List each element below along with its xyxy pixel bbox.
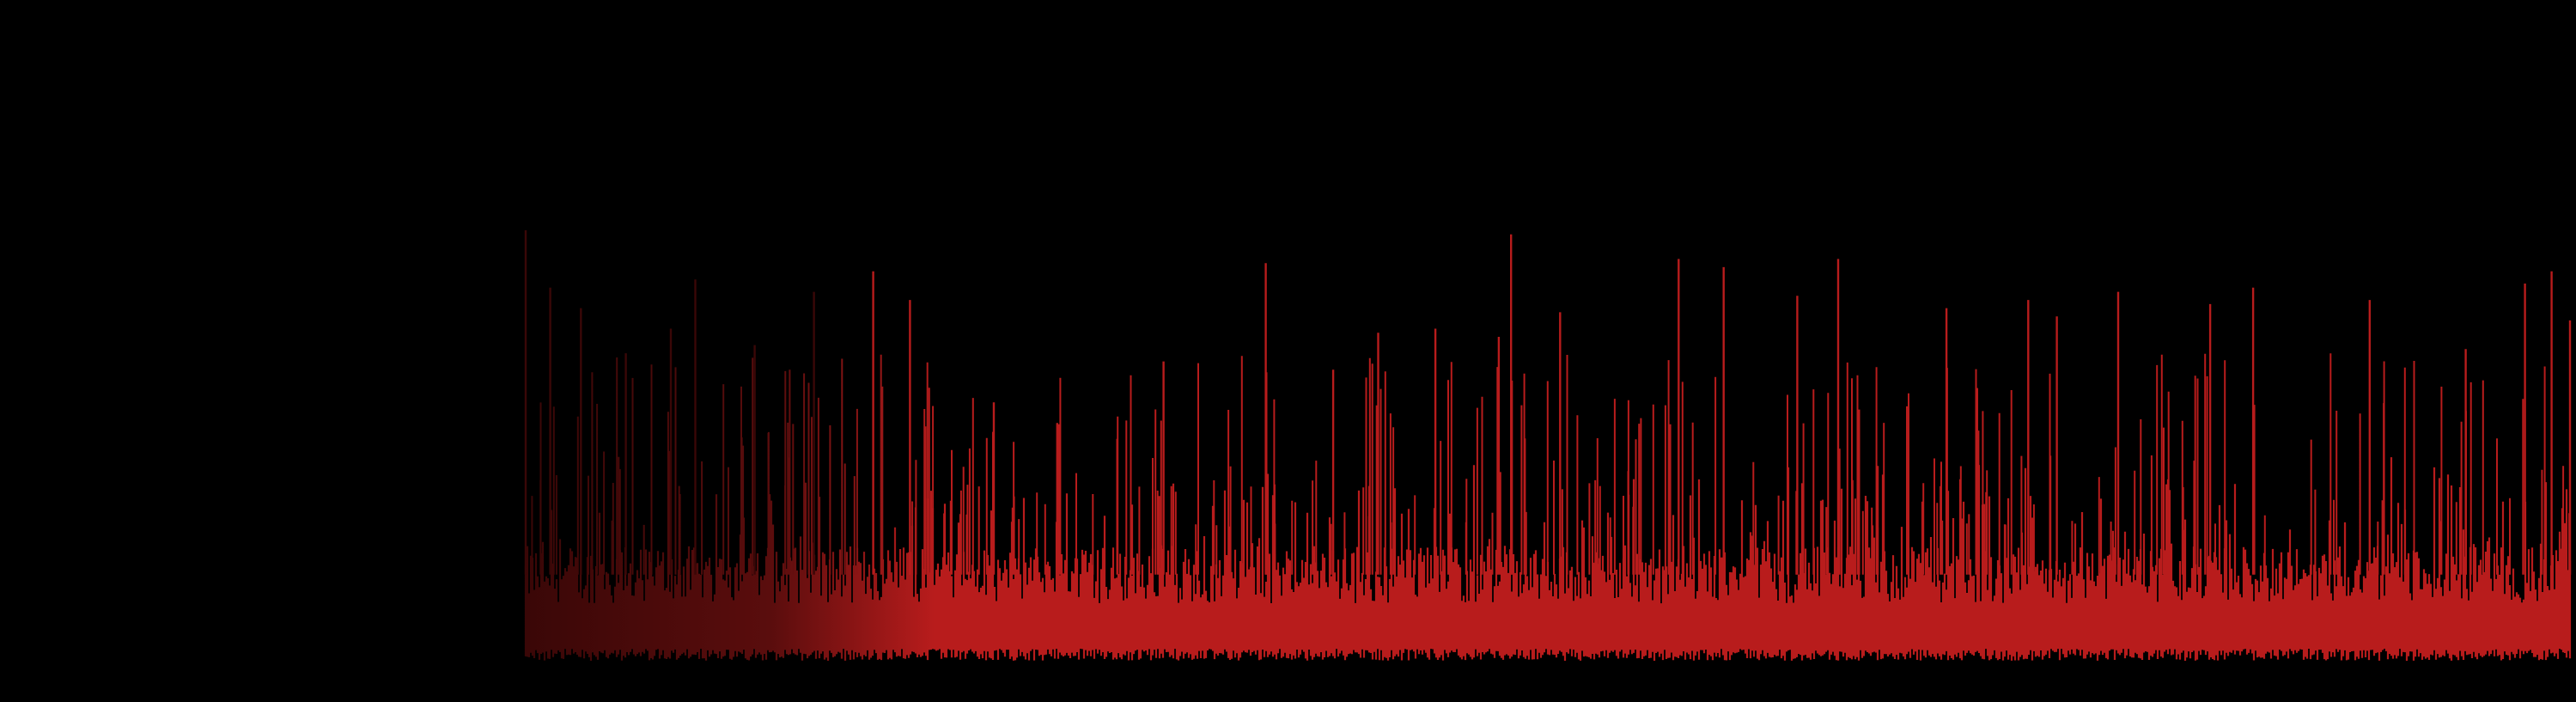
waveform-body (524, 457, 2572, 661)
waveform-spikes (531, 353, 2571, 575)
waveform-bars (524, 353, 2572, 661)
waveform-peaks (524, 230, 2572, 575)
